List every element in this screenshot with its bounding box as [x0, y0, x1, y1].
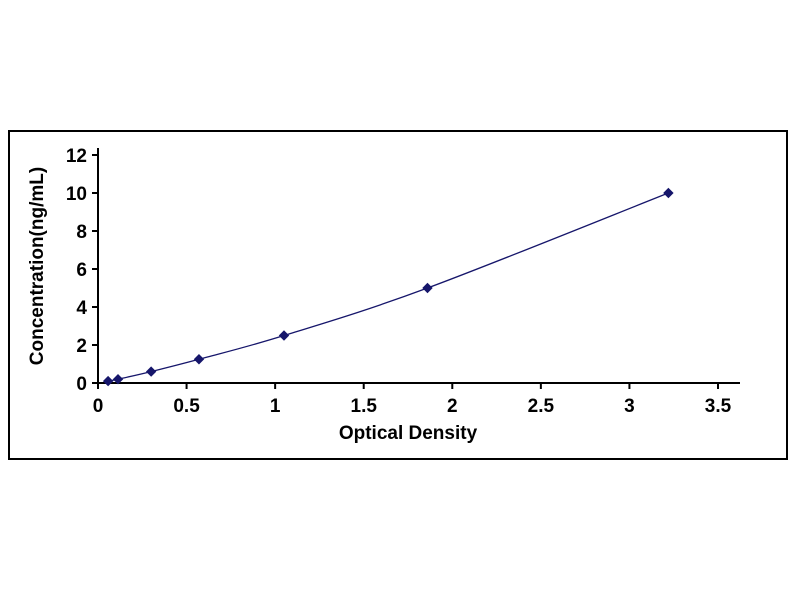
standard-curve-plot: 0 0.5 1 1.5 2 2.5 3 3.5 0 2 4 6 8 10 12: [66, 146, 740, 417]
x-tick-label: 2.5: [528, 396, 555, 417]
x-tick-label: 0: [93, 396, 104, 417]
data-point-marker: [663, 187, 674, 199]
y-tick-label: 2: [76, 336, 87, 357]
x-tick-label: 1.5: [351, 396, 378, 417]
y-tick-label: 0: [76, 374, 87, 395]
data-point-marker: [112, 373, 124, 385]
y-tick-label: 12: [66, 146, 87, 167]
x-tick-label: 0.5: [173, 396, 200, 417]
y-tick-label: 6: [76, 260, 87, 281]
x-tick-label: 3.5: [705, 396, 732, 417]
y-tick-label: 8: [76, 222, 87, 243]
data-point-marker: [422, 282, 433, 294]
data-point-marker: [193, 354, 205, 365]
data-point-marker: [278, 330, 290, 341]
x-axis-title: Optical Density: [338, 423, 478, 444]
x-tick-label: 1: [270, 396, 281, 417]
axis-lines: [97, 148, 740, 384]
y-tick-label: 4: [76, 298, 87, 319]
y-axis-title: Concentration(ng/mL): [27, 166, 48, 366]
data-point-marker: [145, 366, 157, 377]
x-tick-label: 2: [447, 396, 458, 417]
y-tick-label: 10: [66, 184, 87, 205]
x-tick-label: 3: [624, 396, 635, 417]
chart-frame: 0 0.5 1 1.5 2 2.5 3 3.5 0 2 4 6 8 10 12 Optical Densit…: [8, 130, 788, 460]
data-point-marker: [102, 375, 114, 387]
curve-line: [107, 192, 669, 382]
